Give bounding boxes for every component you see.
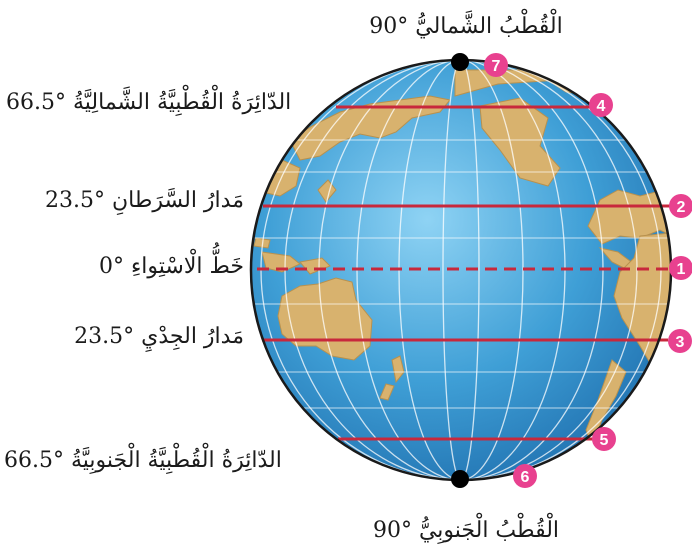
marker-1: 1 bbox=[669, 256, 692, 280]
marker-3: 3 bbox=[668, 329, 692, 353]
marker-1-number: 1 bbox=[677, 261, 686, 278]
marker-2: 2 bbox=[669, 194, 692, 218]
equator-label: خَطُّ الْاسْتِواءِ °0 bbox=[98, 254, 244, 279]
tropic-capricorn-label: مَدارُ الجِدْيِ °23.5 bbox=[74, 324, 244, 349]
marker-6: 6 bbox=[513, 464, 537, 488]
marker-7-number: 7 bbox=[492, 58, 501, 75]
parallels bbox=[251, 139, 671, 409]
north-pole-label: الْقُطْبُ الشَّماليُّ °90 bbox=[369, 14, 563, 39]
marker-5-number: 5 bbox=[600, 432, 609, 449]
south-pole-dot bbox=[451, 470, 469, 488]
marker-4: 4 bbox=[589, 93, 613, 117]
marker-2-number: 2 bbox=[677, 199, 686, 216]
antarctic-circle-label: الدّائِرَةُ الْقُطْبِيَّةُ الْجَنوبِيَّة… bbox=[4, 448, 282, 473]
tropic-cancer-label: مَدارُ السَّرَطانِ °23.5 bbox=[45, 188, 244, 213]
south-pole-label: الْقُطْبُ الْجَنوبِيُّ °90 bbox=[372, 518, 560, 543]
marker-4-number: 4 bbox=[597, 98, 606, 115]
latitude-lines bbox=[257, 105, 676, 441]
marker-6-number: 6 bbox=[521, 469, 530, 486]
globe-ocean bbox=[251, 60, 671, 480]
marker-5: 5 bbox=[592, 427, 616, 451]
north-pole-dot bbox=[451, 53, 469, 71]
marker-3-number: 3 bbox=[676, 334, 685, 351]
arctic-circle-label: الدّائِرَةُ الْقُطْبِيَّةُ الشَّمالِيَّة… bbox=[6, 90, 292, 115]
marker-7: 7 bbox=[484, 53, 508, 77]
